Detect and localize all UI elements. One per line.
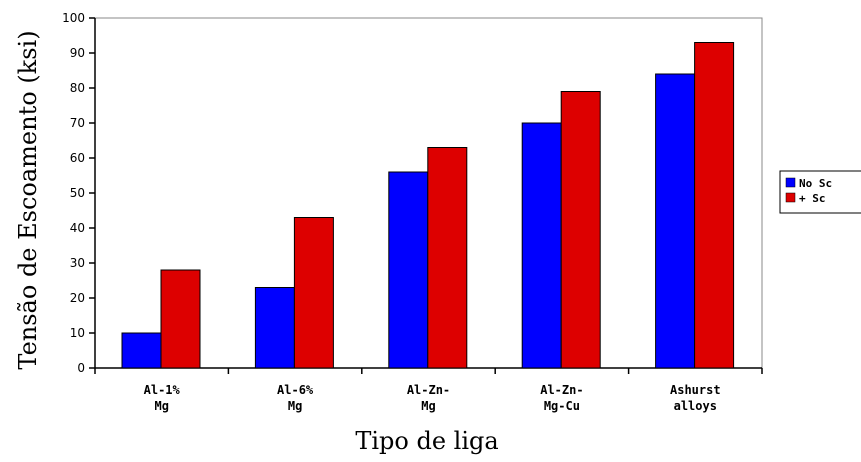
category-label: Al-6% [277,383,314,397]
bar [293,217,334,369]
bar [160,269,201,369]
legend-label: No Sc [799,177,832,190]
category-label: Mg [421,399,435,413]
y-tick-label: 60 [70,151,85,165]
category-label: Al-1% [144,383,181,397]
category-label: alloys [674,399,717,413]
y-tick-label: 20 [70,291,85,305]
y-tick-label: 100 [62,11,85,25]
category-label: Ashurst [670,383,721,397]
y-tick-label: 50 [70,186,85,200]
plot-area: 0 10 20 30 40 50 60 70 80 90 100 Al-1% Mg Al-6% Mg Al-Z… [62,11,763,413]
x-axis-title: Tipo de liga [355,427,498,455]
category-label: Mg [154,399,168,413]
legend-swatch [785,192,796,203]
legend-swatch [785,177,796,188]
category-label: Mg-Cu [544,399,580,413]
category-label: Al-Zn- [407,383,450,397]
bar [388,171,429,369]
bar [560,91,601,369]
y-tick-label: 80 [70,81,85,95]
legend-label: + Sc [799,192,826,205]
y-tick-label: 40 [70,221,85,235]
category-label: Al-Zn- [540,383,583,397]
category-label: Mg [288,399,302,413]
y-tick-label: 0 [77,361,85,375]
bar [521,122,562,369]
y-tick-label: 30 [70,256,85,270]
bar [694,42,735,369]
y-tick-label: 10 [70,326,85,340]
bar [121,332,162,369]
y-tick-label: 70 [70,116,85,130]
y-axis-title: Tensão de Escoamento (ksi) [14,30,42,369]
legend: No Sc + Sc [779,170,861,214]
bar [655,73,696,369]
y-tick-label: 90 [70,46,85,60]
bar [427,147,468,369]
bar [254,287,295,369]
